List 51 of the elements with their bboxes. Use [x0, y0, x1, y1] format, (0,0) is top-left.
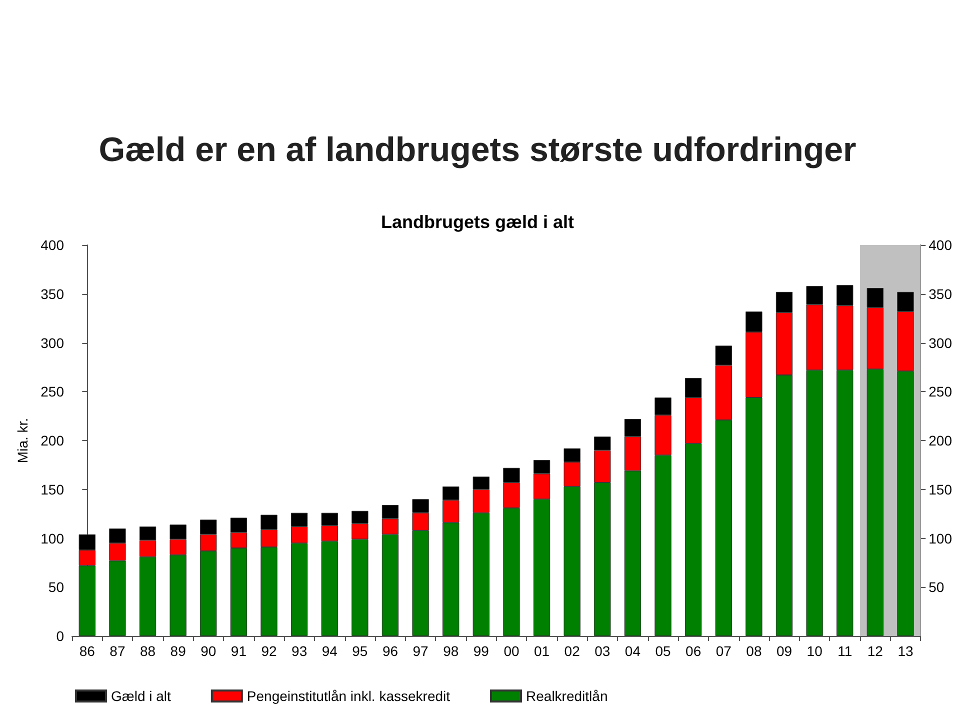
x-tick-label: 00 [504, 643, 520, 659]
x-tick-label: 05 [655, 643, 672, 659]
y-tick-label: 350 [40, 286, 64, 302]
y2-tick-label: 400 [928, 237, 952, 253]
y-tick-label: 50 [48, 579, 64, 596]
x-tick-label: 08 [746, 643, 762, 659]
x-tick-label: 11 [838, 643, 852, 659]
x-tick-label: 98 [443, 643, 459, 659]
y-tick-label: 150 [40, 481, 64, 498]
y2-tick-label: 250 [928, 384, 952, 400]
legend-label: Gæld i alt [111, 688, 172, 704]
y2-tick-label: 350 [928, 286, 952, 302]
y-tick-label: 200 [40, 432, 64, 448]
x-tick-label: 88 [140, 643, 156, 659]
y-axis-title: Mia. kr. [14, 418, 31, 464]
legend-label: Realkreditlån [526, 688, 608, 704]
y-tick-label: 100 [40, 530, 64, 546]
x-tick-label: 93 [292, 643, 308, 659]
x-tick-label: 87 [110, 643, 126, 659]
x-tick-label: 99 [473, 643, 490, 659]
x-tick-label: 07 [716, 643, 732, 659]
x-tick-label: 09 [776, 643, 792, 659]
chart-title: Gæld er en af landbrugets største udfordringer [98, 131, 856, 169]
x-tick-label: 86 [79, 643, 96, 659]
y-tick-label: 250 [40, 384, 64, 400]
x-tick-label: 97 [412, 643, 429, 659]
y-tick-label: 400 [40, 237, 64, 253]
chart-subtitle: Landbrugets gæld i alt [380, 212, 574, 232]
y-tick-label: 0 [56, 628, 64, 644]
x-tick-label: 94 [322, 643, 338, 659]
x-tick-label: 10 [806, 643, 823, 659]
y2-tick-label: 300 [928, 334, 952, 351]
x-tick-label: 13 [898, 643, 914, 659]
x-tick-label: 02 [564, 643, 580, 659]
y2-tick-label: 50 [928, 579, 944, 596]
x-tick-label: 89 [170, 643, 186, 659]
x-tick-label: 12 [867, 643, 884, 659]
x-tick-label: 04 [624, 643, 641, 659]
x-tick-label: 92 [261, 643, 278, 659]
x-tick-label: 01 [534, 643, 550, 659]
y2-tick-label: 200 [928, 432, 952, 448]
x-tick-label: 06 [686, 643, 702, 659]
legend-label: Pengeinstitutlån inkl. kassekredit [246, 688, 450, 704]
x-tick-label: 90 [200, 643, 216, 659]
y2-tick-label: 150 [928, 481, 952, 498]
x-tick-label: 96 [382, 643, 398, 659]
y2-tick-label: 100 [928, 530, 952, 546]
x-tick-label: 91 [230, 643, 247, 659]
x-tick-label: 03 [594, 643, 610, 659]
y-tick-label: 300 [40, 334, 64, 351]
x-tick-label: 95 [352, 643, 368, 659]
